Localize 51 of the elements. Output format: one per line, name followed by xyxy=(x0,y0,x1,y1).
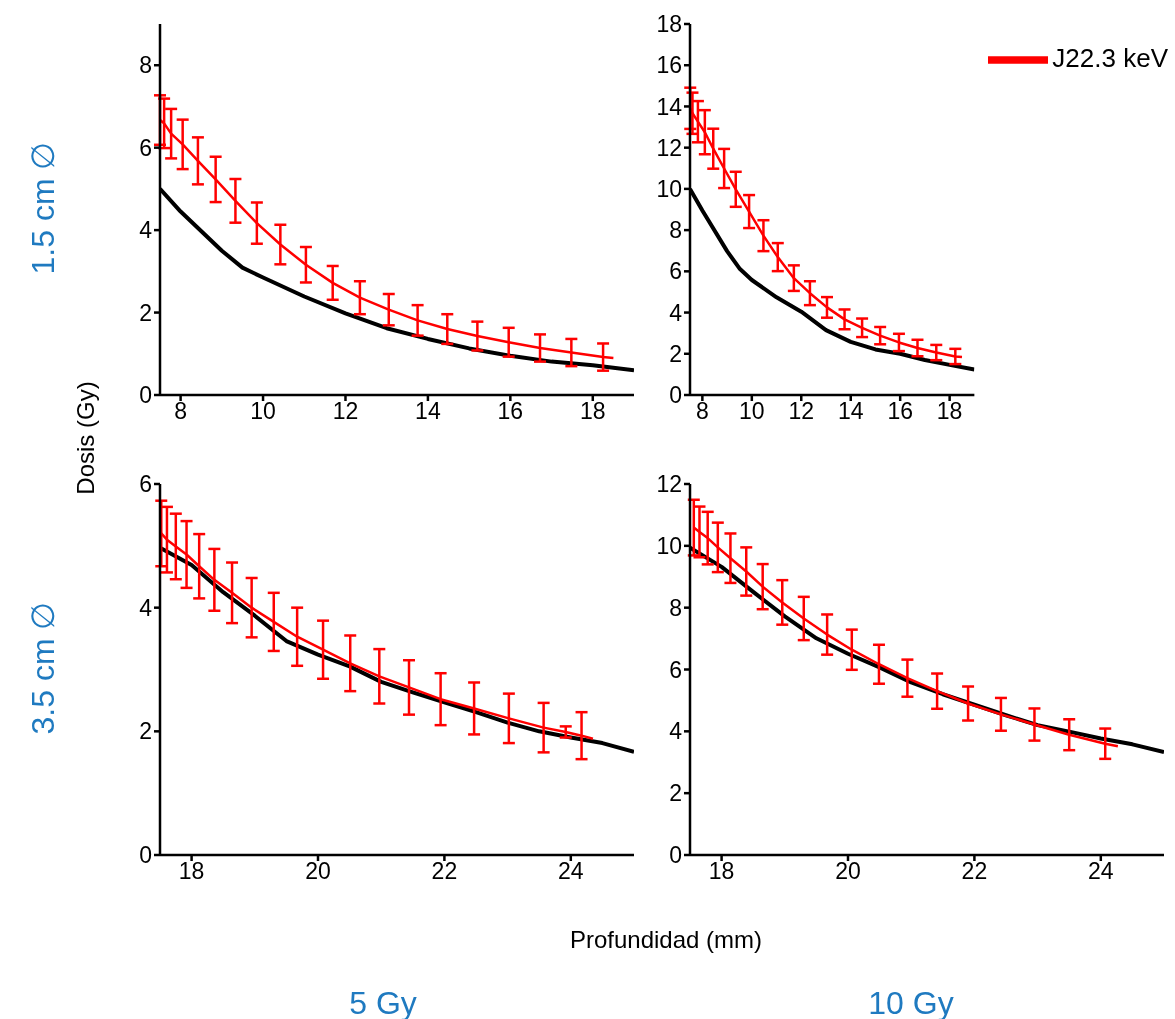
x-tick-label: 20 xyxy=(305,858,331,885)
x-tick-label: 8 xyxy=(174,398,188,425)
y-tick-label: 8 xyxy=(139,52,152,79)
y-tick-label: 4 xyxy=(669,299,683,326)
x-tick-label: 8 xyxy=(695,398,709,425)
x-tick-label: 18 xyxy=(178,858,205,885)
y-tick-label: 0 xyxy=(139,382,152,409)
y-tick-label: 10 xyxy=(656,533,682,559)
x-tick-label: 10 xyxy=(739,398,765,425)
y-tick-label: 12 xyxy=(656,471,682,498)
x-tick-label: 16 xyxy=(887,398,913,425)
y-tick-label: 6 xyxy=(669,656,682,683)
y-tick-label: 4 xyxy=(669,718,683,745)
y-tick-label: 6 xyxy=(139,134,152,161)
text: 3.5 cm ∅ xyxy=(24,601,62,735)
x-tick-label: 14 xyxy=(837,398,864,425)
y-tick-label: 8 xyxy=(669,594,682,621)
y-tick-label: 2 xyxy=(139,718,152,745)
y-tick-label: 0 xyxy=(669,842,682,869)
y-tick-label: 18 xyxy=(656,11,682,38)
x-tick-label: 12 xyxy=(332,398,359,425)
y-tick-label: 2 xyxy=(139,299,152,326)
x-tick-label: 20 xyxy=(835,858,861,885)
y-axis-title: Dosis (Gy) xyxy=(72,381,100,495)
y-tick-label: 12 xyxy=(656,134,682,161)
x-tick-label: 24 xyxy=(1088,858,1114,885)
x-tick-label: 22 xyxy=(961,858,988,885)
y-tick-label: 2 xyxy=(669,340,682,367)
x-axis-title: Profundidad (mm) xyxy=(569,926,763,954)
text: 1.5 cm ∅ xyxy=(24,141,62,275)
x-tick-label: 16 xyxy=(497,398,524,425)
x-tick-label: 24 xyxy=(558,858,584,885)
x-tick-label: 18 xyxy=(936,398,963,425)
x-tick-label: 22 xyxy=(431,858,458,885)
y-tick-label: 14 xyxy=(656,93,683,120)
y-tick-label: 2 xyxy=(669,780,682,807)
y-tick-label: 0 xyxy=(139,842,152,869)
legend-label: J22.3 keV xyxy=(1052,42,1168,73)
y-tick-label: 6 xyxy=(669,258,682,285)
x-tick-label: 14 xyxy=(415,398,441,425)
x-tick-label: 18 xyxy=(708,858,735,885)
y-tick-label: 16 xyxy=(656,52,682,79)
y-tick-label: 4 xyxy=(139,217,153,244)
y-tick-label: 4 xyxy=(139,594,153,621)
y-tick-label: 8 xyxy=(669,217,682,244)
x-tick-label: 12 xyxy=(788,398,815,425)
y-tick-label: 10 xyxy=(656,176,682,203)
x-tick-label: 18 xyxy=(579,398,606,425)
y-tick-label: 0 xyxy=(669,382,682,409)
y-tick-label: 6 xyxy=(139,471,152,498)
x-tick-label: 10 xyxy=(250,398,276,425)
